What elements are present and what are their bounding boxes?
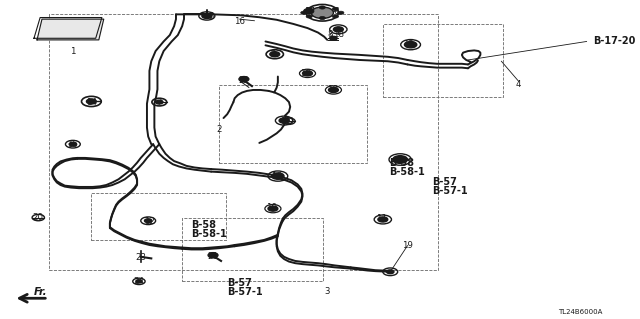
Circle shape	[208, 253, 218, 258]
Text: 24: 24	[133, 277, 145, 286]
Text: 1: 1	[70, 47, 76, 56]
Text: B-58: B-58	[389, 158, 414, 168]
Text: B-57: B-57	[227, 278, 252, 288]
Circle shape	[393, 156, 408, 163]
Text: B-57-1: B-57-1	[432, 186, 468, 197]
Circle shape	[306, 15, 312, 18]
Text: 3: 3	[324, 287, 330, 296]
Text: 22: 22	[238, 76, 250, 85]
Polygon shape	[37, 19, 104, 40]
Circle shape	[319, 6, 325, 9]
Text: Fr.: Fr.	[33, 287, 47, 297]
Circle shape	[338, 11, 344, 14]
Text: 20: 20	[284, 117, 294, 126]
Text: 17: 17	[305, 7, 316, 16]
Text: TL24B6000A: TL24B6000A	[558, 309, 603, 315]
Circle shape	[301, 11, 307, 14]
Text: 11: 11	[280, 117, 291, 126]
Circle shape	[387, 270, 394, 274]
Circle shape	[303, 71, 312, 76]
Circle shape	[330, 36, 337, 40]
Text: 14: 14	[86, 98, 97, 107]
Bar	[92, 193, 226, 240]
Circle shape	[156, 100, 163, 104]
Circle shape	[136, 280, 142, 283]
Text: 10: 10	[326, 85, 338, 94]
Text: B-57: B-57	[432, 177, 457, 188]
Circle shape	[86, 99, 97, 104]
Circle shape	[239, 77, 249, 82]
Text: B-58: B-58	[191, 220, 216, 230]
Circle shape	[270, 52, 280, 57]
Text: 2: 2	[216, 125, 222, 134]
Text: 5: 5	[209, 12, 214, 21]
Text: 8: 8	[328, 30, 333, 39]
Text: 21: 21	[207, 252, 218, 261]
Text: B-58-1: B-58-1	[191, 229, 227, 239]
Bar	[182, 218, 323, 281]
Circle shape	[378, 217, 388, 222]
Text: 18: 18	[333, 30, 344, 39]
Circle shape	[404, 41, 417, 48]
Text: 15: 15	[67, 140, 78, 149]
Circle shape	[332, 15, 339, 18]
Circle shape	[304, 9, 314, 14]
Bar	[49, 14, 438, 270]
Circle shape	[332, 7, 339, 11]
Text: 12: 12	[403, 40, 414, 48]
Text: 10: 10	[266, 204, 277, 212]
Text: 4: 4	[516, 80, 522, 89]
Bar	[220, 85, 367, 163]
Circle shape	[202, 13, 212, 19]
Circle shape	[333, 27, 343, 32]
Circle shape	[279, 118, 289, 123]
Text: 12: 12	[144, 217, 155, 226]
Text: 9: 9	[270, 50, 276, 59]
Circle shape	[328, 87, 339, 93]
Text: B-58-1: B-58-1	[389, 167, 425, 177]
Text: B-17-20: B-17-20	[593, 36, 635, 47]
Text: 19: 19	[402, 241, 413, 250]
Text: 13: 13	[395, 156, 406, 165]
Circle shape	[311, 7, 333, 19]
Circle shape	[69, 142, 77, 146]
Bar	[383, 24, 503, 97]
Text: B-57-1: B-57-1	[227, 287, 263, 297]
Text: 16: 16	[234, 17, 245, 26]
Circle shape	[319, 16, 325, 20]
Text: 7: 7	[157, 98, 162, 107]
Text: 10: 10	[300, 69, 311, 78]
Text: 23: 23	[135, 253, 147, 262]
Text: 20: 20	[33, 213, 44, 222]
Text: 6: 6	[334, 7, 339, 16]
Circle shape	[145, 219, 152, 223]
Circle shape	[306, 7, 312, 11]
Text: 16: 16	[271, 172, 282, 181]
Circle shape	[272, 173, 284, 179]
Text: 11: 11	[376, 214, 387, 223]
Circle shape	[268, 206, 278, 211]
